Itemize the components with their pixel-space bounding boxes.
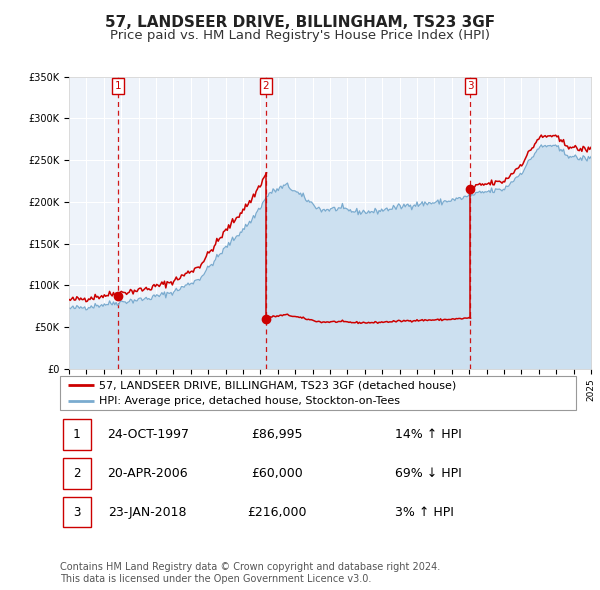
Text: 57, LANDSEER DRIVE, BILLINGHAM, TS23 3GF (detached house): 57, LANDSEER DRIVE, BILLINGHAM, TS23 3GF… — [98, 380, 456, 390]
Text: 1: 1 — [115, 81, 121, 91]
Text: 3% ↑ HPI: 3% ↑ HPI — [395, 506, 454, 519]
Text: £216,000: £216,000 — [247, 506, 307, 519]
Text: 2: 2 — [262, 81, 269, 91]
FancyBboxPatch shape — [62, 458, 91, 489]
Text: 69% ↓ HPI: 69% ↓ HPI — [395, 467, 462, 480]
Text: 3: 3 — [467, 81, 474, 91]
Text: Contains HM Land Registry data © Crown copyright and database right 2024.
This d: Contains HM Land Registry data © Crown c… — [60, 562, 440, 584]
Text: £60,000: £60,000 — [251, 467, 302, 480]
Text: 1: 1 — [73, 428, 80, 441]
FancyBboxPatch shape — [62, 497, 91, 527]
Text: 20-APR-2006: 20-APR-2006 — [107, 467, 188, 480]
Text: 24-OCT-1997: 24-OCT-1997 — [107, 428, 189, 441]
Text: 2: 2 — [73, 467, 80, 480]
Text: HPI: Average price, detached house, Stockton-on-Tees: HPI: Average price, detached house, Stoc… — [98, 396, 400, 406]
FancyBboxPatch shape — [62, 419, 91, 450]
Text: Price paid vs. HM Land Registry's House Price Index (HPI): Price paid vs. HM Land Registry's House … — [110, 30, 490, 42]
Text: 3: 3 — [73, 506, 80, 519]
Text: £86,995: £86,995 — [251, 428, 302, 441]
Text: 57, LANDSEER DRIVE, BILLINGHAM, TS23 3GF: 57, LANDSEER DRIVE, BILLINGHAM, TS23 3GF — [105, 15, 495, 30]
Text: 23-JAN-2018: 23-JAN-2018 — [109, 506, 187, 519]
Text: 14% ↑ HPI: 14% ↑ HPI — [395, 428, 462, 441]
